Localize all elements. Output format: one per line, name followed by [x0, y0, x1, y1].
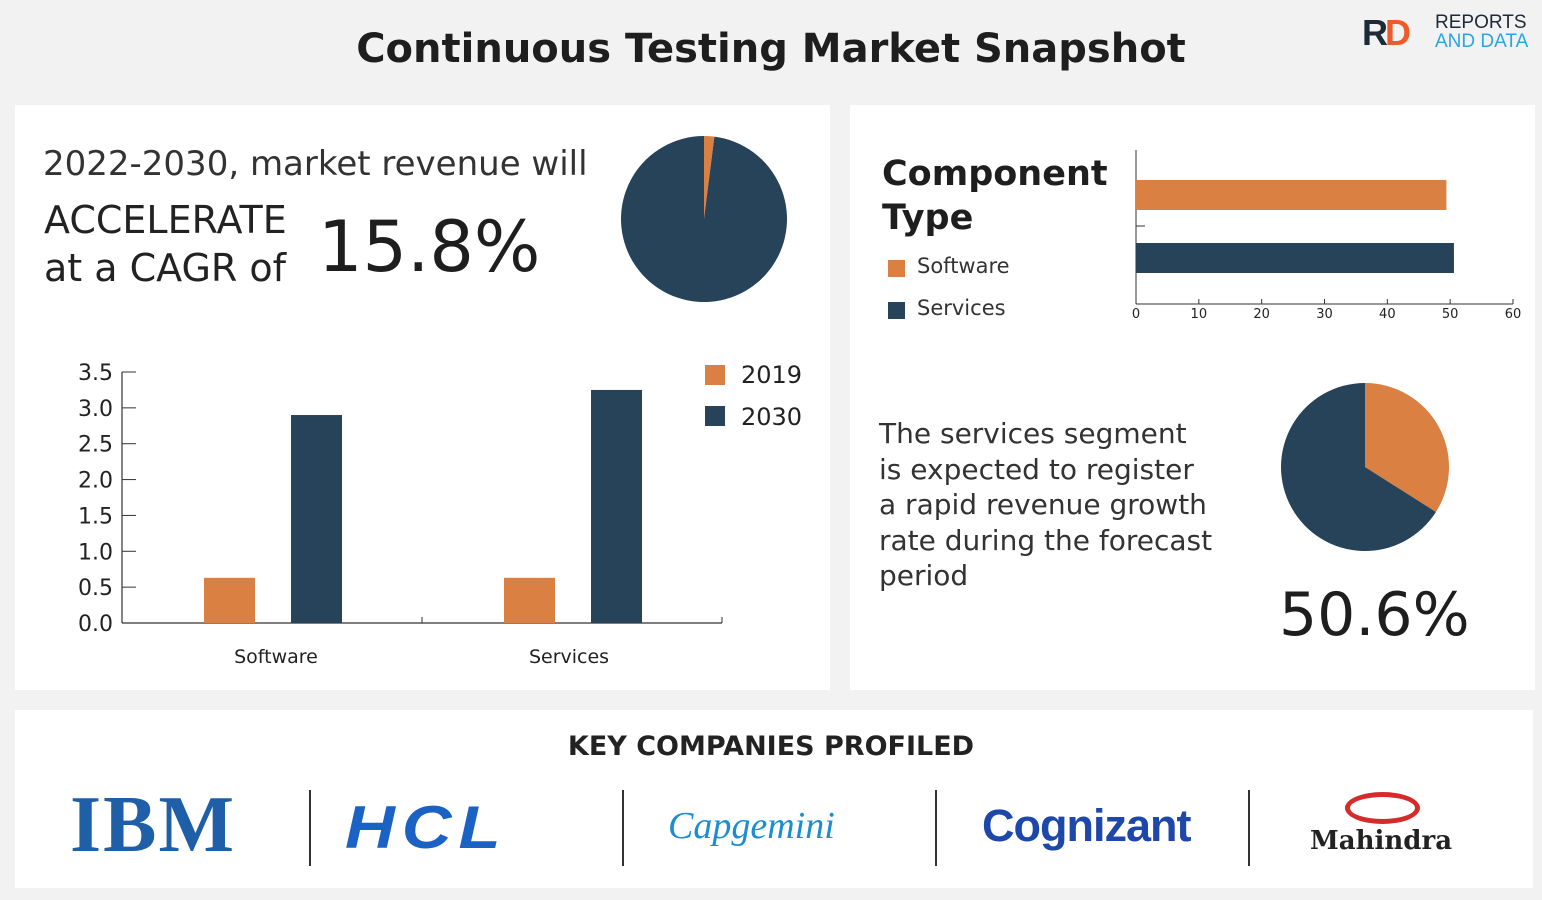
- services-note: The services segment is expected to regi…: [879, 416, 1212, 594]
- services-share-value: 50.6%: [1279, 580, 1470, 650]
- y-tick-label: 2.0: [78, 469, 113, 494]
- mahindra-logo: Mahindra: [1310, 826, 1453, 856]
- y-tick-label: 1.5: [78, 504, 113, 529]
- cagr-pie-slice: [704, 136, 715, 219]
- x-tick-label: Software: [234, 646, 318, 668]
- logo-mark: RD: [1362, 12, 1411, 53]
- cognizant-logo: Cognizant: [982, 800, 1191, 851]
- cagr-value: 15.8%: [318, 206, 541, 288]
- note-line: is expected to register: [879, 452, 1194, 486]
- cagr-line3: at a CAGR of: [44, 246, 287, 290]
- legend-label-services: Services: [917, 296, 1006, 320]
- note-line: a rapid revenue growth: [879, 488, 1207, 521]
- x-tick-label: 0: [1132, 307, 1140, 322]
- services-pie-slice: [1365, 383, 1449, 513]
- page-title: Continuous Testing Market Snapshot: [356, 26, 1186, 72]
- note-line: The services segment: [879, 417, 1187, 450]
- divider: [1248, 790, 1250, 866]
- x-tick-label: Services: [529, 646, 609, 668]
- legend-swatch-2030: [705, 406, 725, 426]
- divider: [935, 790, 937, 866]
- mahindra-emblem-icon: [1345, 792, 1420, 824]
- bar-software: [1136, 180, 1447, 210]
- bar-services: [1136, 243, 1454, 273]
- note-line: rate during the forecast: [879, 523, 1213, 557]
- legend-label-software: Software: [917, 254, 1010, 278]
- y-tick-label: 3.5: [78, 361, 113, 386]
- x-tick-label: 10: [1191, 307, 1208, 322]
- ibm-logo: IBM: [70, 781, 236, 869]
- divider: [309, 790, 311, 866]
- reports-and-data-logo: RD REPORTS AND DATA: [1362, 12, 1537, 52]
- x-tick-label: 60: [1505, 307, 1522, 322]
- y-tick-label: 3.0: [78, 397, 113, 422]
- companies-heading: KEY COMPANIES PROFILED: [567, 731, 975, 762]
- legend-swatch-software: [888, 260, 905, 277]
- legend-label-2019: 2019: [741, 361, 803, 389]
- y-tick-label: 0.5: [78, 576, 113, 601]
- services-pie-slice: [1281, 383, 1436, 552]
- divider: [622, 790, 624, 866]
- note-line: period: [879, 559, 969, 592]
- legend-label-2030: 2030: [741, 403, 803, 431]
- capgemini-logo: Capgemini: [668, 805, 835, 847]
- x-tick-label: 30: [1316, 307, 1333, 322]
- bar-2030-services: [591, 389, 642, 623]
- y-tick-label: 0.0: [78, 612, 113, 637]
- component-type-title: Component Type: [882, 154, 1108, 238]
- x-tick-label: 20: [1253, 307, 1270, 322]
- y-tick-label: 2.5: [78, 433, 113, 458]
- x-tick-label: 50: [1442, 307, 1459, 322]
- bar-2019-software: [204, 577, 255, 623]
- bar-2019-services: [504, 577, 555, 623]
- cagr-pie-slice: [620, 136, 787, 302]
- bar-2030-software: [291, 415, 342, 623]
- cagr-line1: 2022-2030, market revenue will: [43, 144, 588, 184]
- logo-line2: AND DATA: [1435, 31, 1529, 52]
- logo-line1: REPORTS: [1435, 12, 1527, 33]
- legend-swatch-services: [888, 302, 905, 319]
- legend-swatch-2019: [705, 365, 725, 385]
- companies-panel: [15, 710, 1533, 888]
- x-tick-label: 40: [1379, 307, 1396, 322]
- y-tick-label: 1.0: [78, 540, 113, 565]
- cagr-accelerate: ACCELERATE: [44, 198, 287, 242]
- hcl-logo: HCL: [345, 794, 508, 861]
